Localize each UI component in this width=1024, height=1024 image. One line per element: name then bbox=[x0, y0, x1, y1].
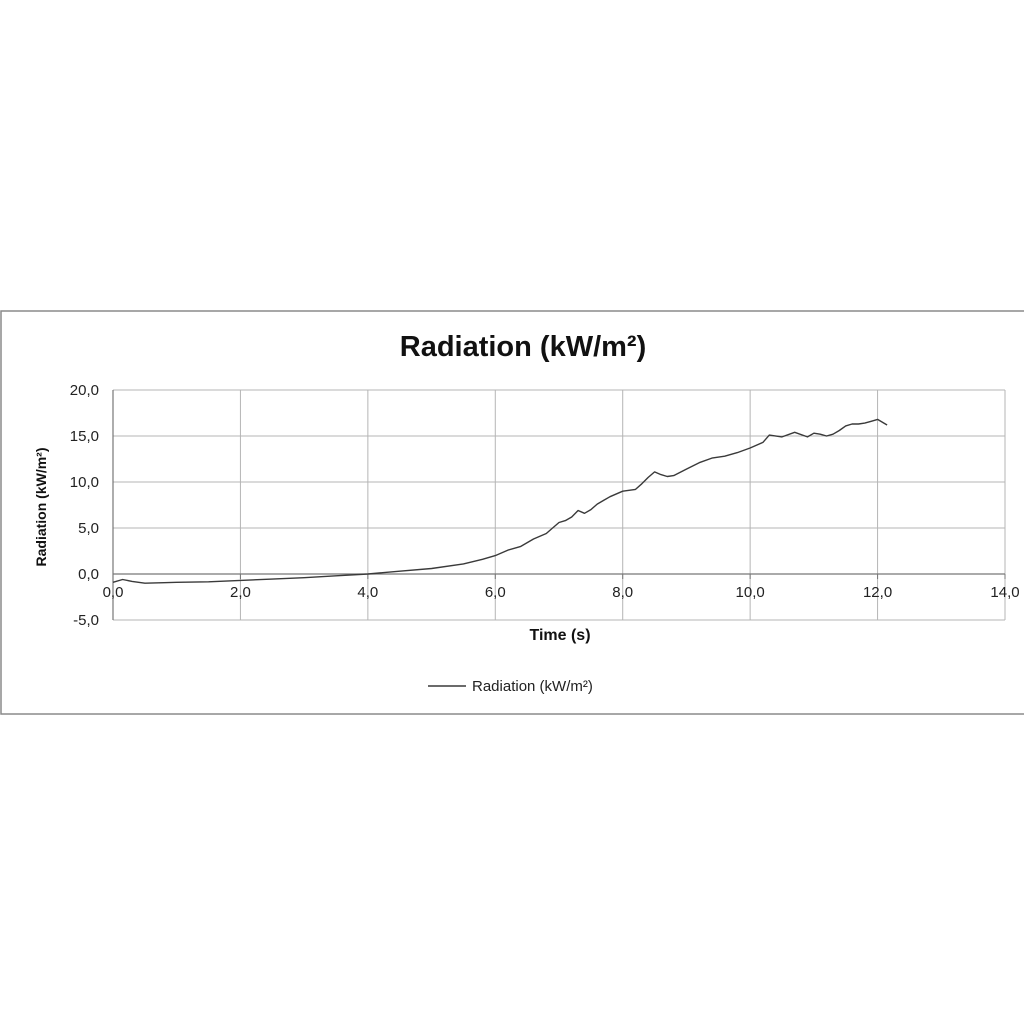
series-line-radiation bbox=[112, 418, 888, 584]
x-tick-label: 14,0 bbox=[990, 584, 1019, 601]
x-tick-label: 12,0 bbox=[863, 584, 892, 601]
x-tick-label: 0,0 bbox=[103, 584, 124, 601]
y-tick-label: 10,0 bbox=[70, 474, 99, 491]
x-tick-label: 6,0 bbox=[485, 584, 506, 601]
y-tick-label: -5,0 bbox=[73, 612, 99, 629]
tick-labels: -5,00,05,010,015,020,00,0 2,0 4,0 6,0 8,0 10,… bbox=[70, 382, 1020, 629]
x-tick-label: 2,0 bbox=[230, 584, 251, 601]
chart-title: Radiation (kW/m²) bbox=[400, 331, 647, 363]
y-tick-label: 20,0 bbox=[70, 382, 99, 399]
y-tick-label: 0,0 bbox=[78, 566, 99, 583]
grid-layer bbox=[113, 389, 1006, 621]
x-tick-label: 10,0 bbox=[736, 584, 765, 601]
legend: Radiation (kW/m²) bbox=[428, 678, 593, 695]
legend-label: Radiation (kW/m²) bbox=[472, 678, 593, 695]
x-tick-label: 4,0 bbox=[357, 584, 378, 601]
y-tick-label: 5,0 bbox=[78, 520, 99, 537]
y-axis-label: Radiation (kW/m²) bbox=[33, 448, 49, 567]
x-axis-label: Time (s) bbox=[529, 627, 590, 644]
series-layer bbox=[112, 418, 888, 584]
chart-border bbox=[0, 310, 1024, 715]
x-tick-label: 8,0 bbox=[612, 584, 633, 601]
chart-frame: Radiation (kW/m²) -5,0 0,0 5,0 10,0 15,0 20,0… bbox=[0, 310, 1024, 715]
y-tick-label: 15,0 bbox=[70, 428, 99, 445]
chart-svg: Radiation (kW/m²) -5,00,05,010,015,020,0… bbox=[0, 310, 1024, 715]
